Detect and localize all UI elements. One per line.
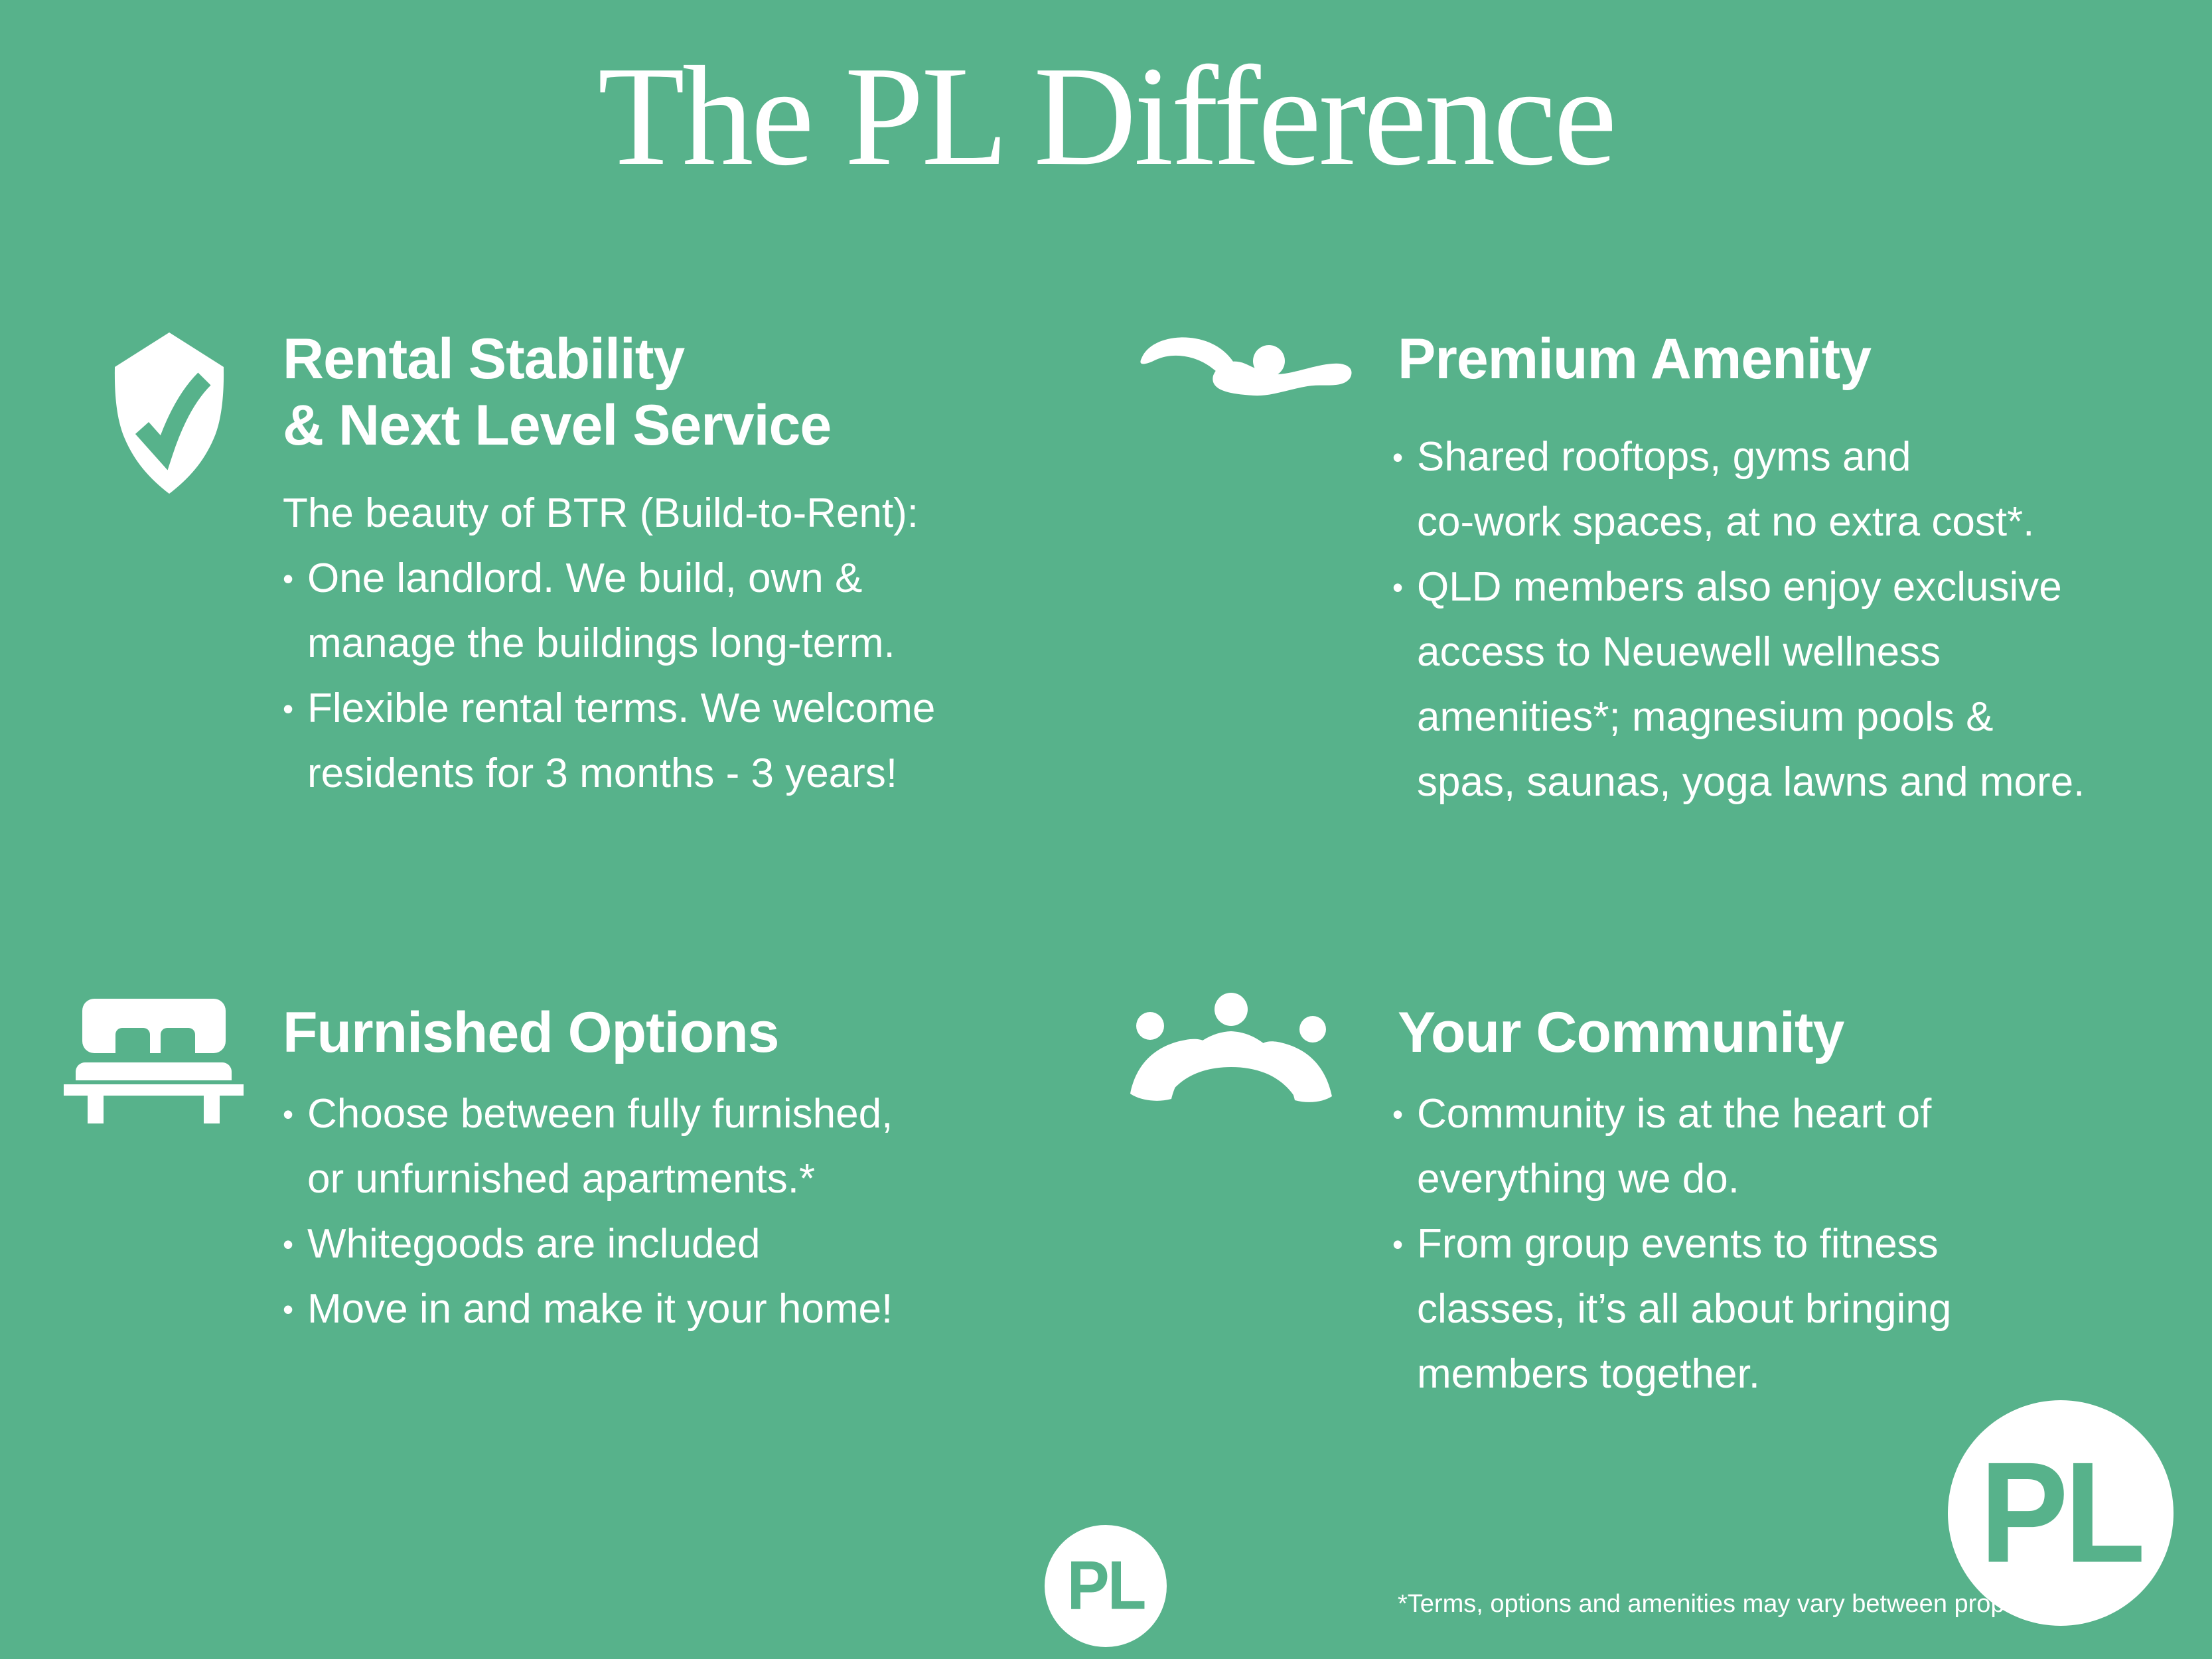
section-heading-your-community: Your Community bbox=[1398, 1001, 1844, 1064]
list-item: • Flexible rental terms. We welcome resi… bbox=[283, 676, 1112, 806]
swimmer-icon bbox=[1136, 326, 1355, 418]
people-icon bbox=[1125, 991, 1337, 1108]
section-heading-premium-amenity: Premium Amenity bbox=[1398, 327, 1872, 391]
section-intro: The beauty of BTR (Build-to-Rent): bbox=[283, 490, 919, 536]
pl-logo-large: PL bbox=[1948, 1400, 2174, 1626]
pl-logo-small: PL bbox=[1045, 1525, 1167, 1647]
section-body-furnished-options: • Choose between fully furnished, or unf… bbox=[283, 1082, 1112, 1342]
section-body-your-community: • Community is at the heart of everythin… bbox=[1392, 1082, 2202, 1407]
disclaimer-text: *Terms, options and amenities may vary b… bbox=[1398, 1590, 2074, 1618]
list-item: • QLD members also enjoy exclusive acces… bbox=[1392, 555, 2202, 815]
section-body-rental-stability: The beauty of BTR (Build-to-Rent): • One… bbox=[283, 481, 1112, 806]
section-heading-furnished-options: Furnished Options bbox=[283, 1001, 779, 1064]
list-item: • One landlord. We build, own & manage t… bbox=[283, 546, 1112, 676]
list-item: • Community is at the heart of everythin… bbox=[1392, 1082, 2202, 1212]
list-item: • Whitegoods are included bbox=[283, 1212, 1112, 1277]
bullet-dot: • bbox=[283, 1097, 294, 1131]
list-item: • Choose between fully furnished, or unf… bbox=[283, 1082, 1112, 1212]
list-item: • From group events to fitness classes, … bbox=[1392, 1212, 2202, 1407]
bullet-dot: • bbox=[283, 691, 294, 726]
bullet-dot: • bbox=[283, 1227, 294, 1262]
list-item: • Shared rooftops, gyms and co-work spac… bbox=[1392, 425, 2202, 555]
bullet-dot: • bbox=[283, 561, 294, 596]
pl-logo-letters: PL bbox=[1980, 1433, 2146, 1593]
page-title: The PL Difference bbox=[597, 36, 1617, 195]
bullet-dot: • bbox=[283, 1292, 294, 1327]
section-heading-rental-stability: Rental Stability & Next Level Service bbox=[283, 327, 832, 457]
bullet-dot: • bbox=[1392, 1097, 1404, 1131]
bullet-dot: • bbox=[1392, 570, 1404, 605]
list-item: • Move in and make it your home! bbox=[283, 1277, 1112, 1342]
bed-icon bbox=[64, 997, 244, 1123]
shield-check-icon bbox=[100, 330, 239, 496]
section-body-premium-amenity: • Shared rooftops, gyms and co-work spac… bbox=[1392, 425, 2202, 815]
bullet-dot: • bbox=[1392, 440, 1404, 474]
bullet-dot: • bbox=[1392, 1227, 1404, 1262]
pl-logo-letters: PL bbox=[1067, 1547, 1147, 1624]
